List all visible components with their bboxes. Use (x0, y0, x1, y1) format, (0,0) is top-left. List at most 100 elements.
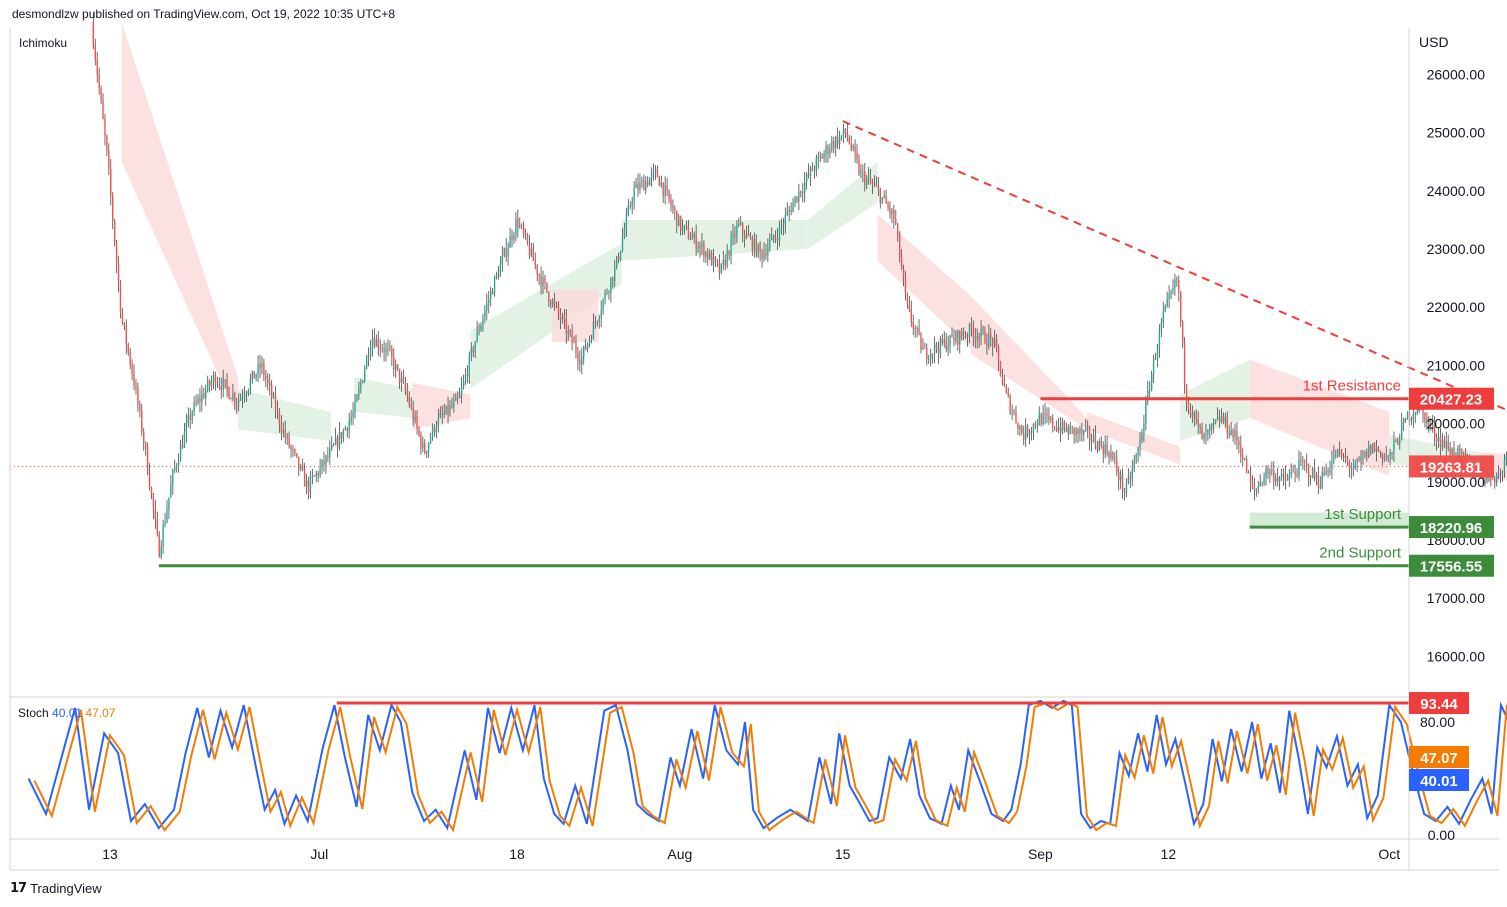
ichimoku-cloud-segment (237, 388, 331, 442)
candle-up (1441, 439, 1444, 447)
candle-down (1046, 414, 1048, 416)
candle-down (1201, 427, 1203, 440)
candle-down (850, 143, 852, 149)
candle-up (1224, 416, 1227, 423)
price-tick-label: 19000.00 (1427, 474, 1486, 490)
candle-up (883, 196, 885, 198)
candle-up (1207, 430, 1209, 435)
candle-down (1391, 452, 1393, 454)
candle-down (1187, 402, 1190, 410)
candle-up (1288, 475, 1290, 481)
candle-down (898, 233, 901, 257)
candle-down (536, 264, 538, 275)
candle-down (146, 446, 149, 474)
candle-down (755, 238, 757, 256)
candle-up (387, 347, 389, 349)
candle-up (462, 380, 465, 388)
candle-up (709, 252, 711, 260)
candle-up (1259, 482, 1261, 487)
candle-down (854, 145, 856, 153)
candle-up (815, 158, 818, 171)
candle-down (108, 150, 110, 169)
candle-down (1108, 452, 1110, 459)
candle-up (460, 387, 463, 395)
candle-up (552, 300, 554, 305)
candle-down (1492, 478, 1494, 480)
candle-up (495, 273, 498, 277)
candle-down (1100, 441, 1102, 446)
candle-up (1098, 441, 1101, 451)
candle-down (505, 248, 507, 257)
candle-down (685, 225, 688, 227)
candle-up (350, 417, 352, 422)
candle-down (728, 251, 730, 256)
candle-up (1499, 472, 1502, 474)
candle-up (501, 255, 504, 264)
candle-down (524, 233, 527, 235)
candle-down (1294, 471, 1296, 475)
candle-up (1399, 440, 1401, 445)
candle-down (1449, 448, 1451, 455)
candle-up (503, 248, 505, 256)
candle-up (1410, 418, 1413, 422)
candle-up (753, 238, 756, 251)
candle-up (1019, 426, 1021, 430)
publisher-header: desmondlzw published on TradingView.com,… (12, 7, 396, 21)
candle-up (1050, 417, 1052, 420)
time-tick-label: 18 (509, 846, 525, 862)
time-tick-label: 12 (1161, 846, 1177, 862)
candle-down (1385, 455, 1387, 458)
candle-down (327, 455, 329, 458)
tradingview-logo[interactable]: 𝟭𝟳 TradingView (10, 880, 102, 896)
candle-down (418, 427, 420, 435)
candle-down (377, 338, 379, 348)
candle-down (749, 236, 752, 238)
candle-down (1327, 470, 1329, 473)
candle-down (807, 173, 810, 176)
candle-down (1005, 386, 1007, 393)
candle-down (662, 182, 664, 196)
candle-down (908, 303, 911, 310)
candle-up (774, 237, 777, 239)
candle-down (441, 413, 443, 416)
candle-up (325, 455, 327, 465)
candle-down (410, 405, 412, 407)
candle-up (321, 459, 323, 467)
candle-down (827, 146, 829, 155)
candle-down (1197, 419, 1199, 424)
candle-up (1085, 427, 1087, 431)
candle-down (594, 321, 597, 323)
candle-up (678, 215, 680, 227)
candle-up (604, 292, 606, 300)
candle-up (1290, 471, 1292, 476)
candle-up (185, 422, 188, 433)
candle-down (133, 373, 135, 386)
candle-up (164, 522, 166, 525)
candle-down (710, 252, 713, 266)
candle-down (966, 335, 969, 337)
candle-down (1282, 473, 1285, 476)
candle-down (871, 182, 874, 185)
candle-up (786, 211, 788, 216)
candle-up (166, 509, 168, 523)
ichimoku-cloud-segment (551, 289, 599, 343)
candle-up (627, 206, 630, 215)
candle-up (866, 178, 868, 185)
candle-down (131, 364, 133, 374)
candle-up (313, 476, 316, 478)
candle-down (1222, 416, 1225, 423)
stoch-k-line (27, 699, 1507, 831)
candle-down (1052, 417, 1054, 428)
descending-trendline[interactable] (842, 120, 1507, 490)
candle-down (1358, 460, 1360, 462)
candle-up (1069, 426, 1071, 435)
candle-down (1088, 428, 1091, 441)
candle-down (1181, 322, 1184, 344)
price-tick-label: 23000.00 (1427, 241, 1486, 257)
candle-down (1102, 445, 1104, 455)
candle-down (447, 405, 449, 415)
candle-down (532, 248, 535, 262)
last-price-badge: 19263.81 (1420, 459, 1483, 476)
currency-label: USD (1419, 34, 1449, 50)
